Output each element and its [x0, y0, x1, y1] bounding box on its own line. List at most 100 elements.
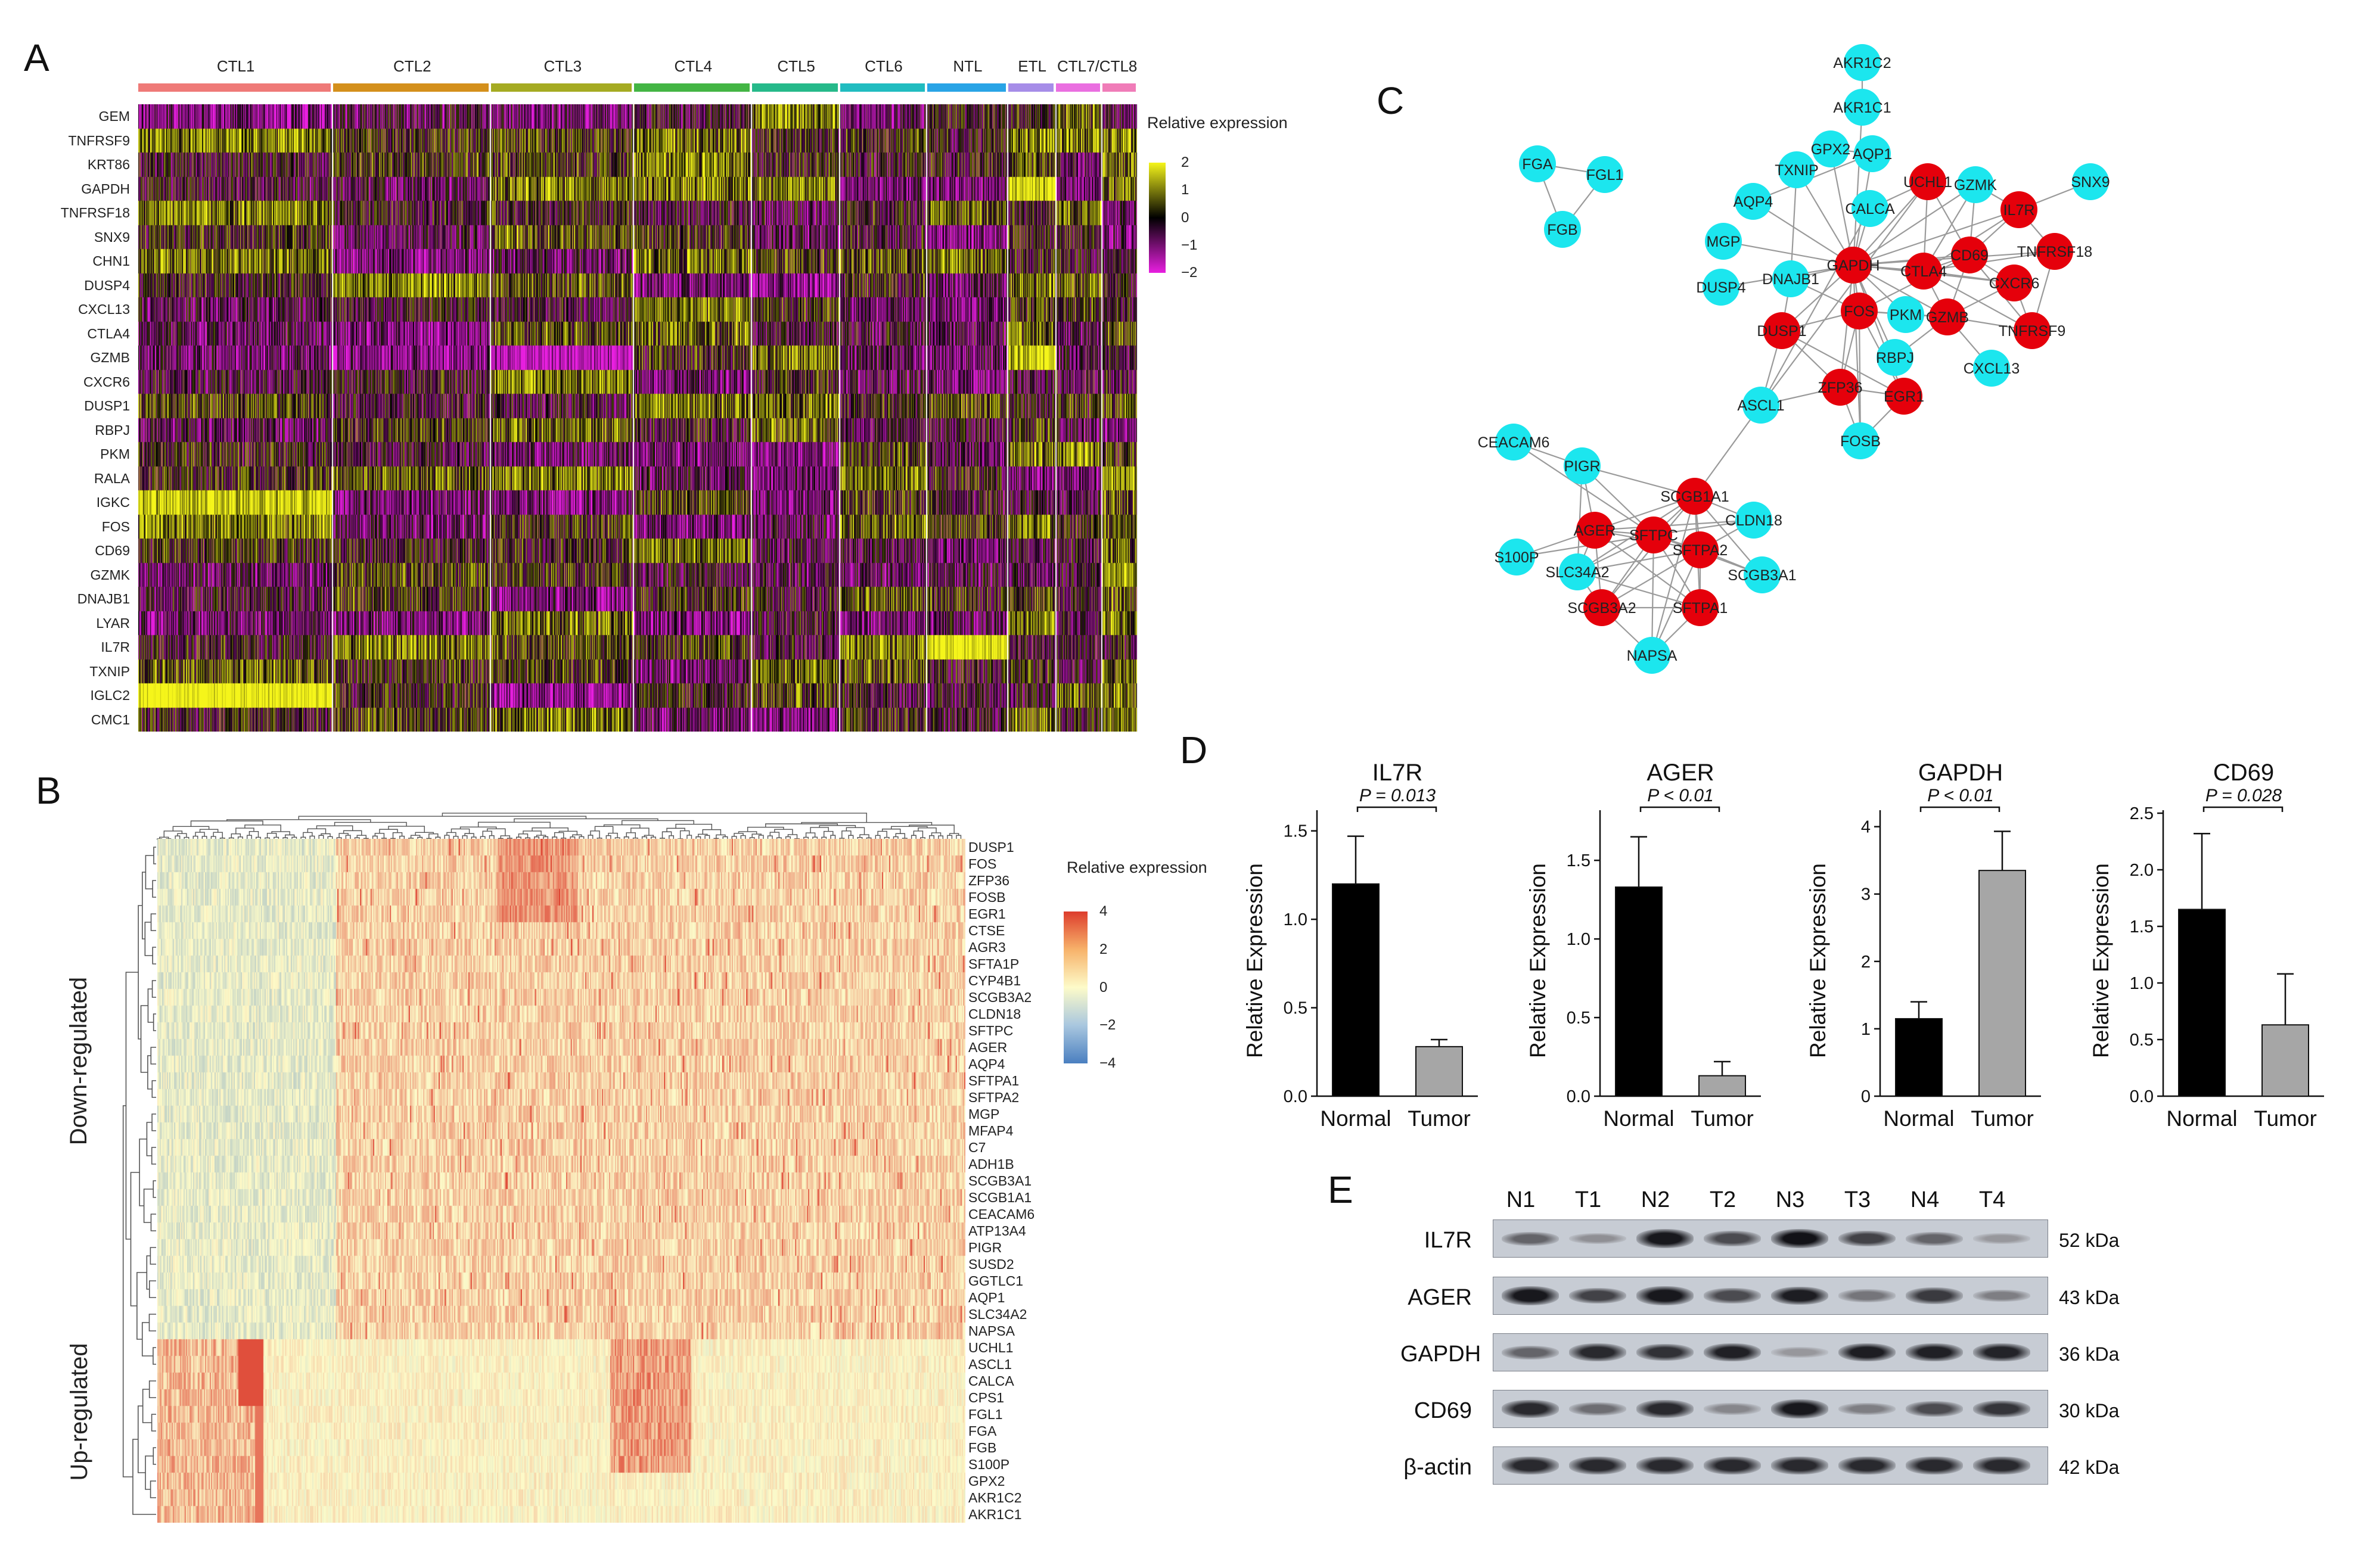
lane-label: T2 — [1709, 1187, 1736, 1212]
node-circle — [1583, 589, 1620, 626]
down-regulated-label: Down-regulated — [66, 976, 92, 1146]
protein-label: GAPDH — [1400, 1342, 1481, 1367]
node-circle — [1519, 145, 1556, 182]
dendrogram-branch — [321, 833, 331, 837]
gene-label: GAPDH — [81, 181, 130, 197]
network-edge — [1651, 549, 1701, 656]
y-axis-label: Relative Expression — [1806, 863, 1830, 1058]
blot-strip — [1493, 1390, 2048, 1428]
x-tick-label: Tumor — [1971, 1106, 2034, 1131]
network-node: AGER — [1574, 512, 1616, 549]
dendrogram-branch — [148, 1380, 156, 1398]
node-circle — [2014, 312, 2051, 349]
network-node: S100P — [1494, 539, 1539, 575]
network-node: FGB — [1544, 211, 1581, 248]
dendrogram-branch — [150, 1247, 156, 1265]
lane-label: N3 — [1775, 1187, 1805, 1212]
dendrogram-branch — [451, 828, 470, 834]
network-node: AKR1C1 — [1833, 89, 1891, 126]
network-node: SNX9 — [2071, 163, 2110, 200]
y-tick-label: 1 — [1861, 1020, 1871, 1039]
node-circle — [1887, 296, 1924, 333]
node-circle — [1744, 556, 1781, 593]
blot-band — [1771, 1229, 1828, 1248]
node-label: DUSP1 — [1757, 323, 1806, 340]
node-label: IL7R — [2003, 202, 2035, 219]
gene-label-b: SUSD2 — [968, 1256, 1014, 1272]
network-node: CXCR6 — [1989, 265, 2039, 301]
legend-b-title: Relative expression — [1067, 858, 1207, 876]
bar — [1615, 886, 1663, 1097]
node-circle — [1844, 89, 1881, 126]
dendrogram-branch — [142, 1389, 152, 1423]
dendrogram-branch — [141, 1322, 153, 1357]
node-label: SCGB3A2 — [1567, 600, 1636, 617]
gene-label: CHN1 — [92, 253, 130, 269]
dendrogram-branch — [480, 836, 486, 840]
gene-label-b: C7 — [968, 1140, 986, 1155]
node-circle — [1735, 502, 1772, 539]
network-node: CEACAM6 — [1478, 424, 1549, 461]
panel-label-b: B — [36, 769, 61, 812]
dendrogram-branch — [686, 835, 692, 840]
gene-label-b: DUSP1 — [968, 839, 1014, 855]
legend-a-tick: 2 — [1181, 154, 1189, 170]
dendrogram-branch — [231, 833, 241, 838]
cluster-color-bar — [927, 83, 1006, 92]
gene-label-b: SCGB3A1 — [968, 1173, 1032, 1189]
network-node: SFTPC — [1629, 517, 1678, 553]
gene-label-b: SLC34A2 — [968, 1306, 1027, 1322]
blot-band — [1704, 1231, 1761, 1246]
node-label: GZMK — [1954, 177, 1997, 194]
gene-label: FOS — [101, 518, 130, 534]
network-edge — [1594, 530, 1701, 608]
network-node: IL7R — [2000, 191, 2037, 228]
network-node: GAPDH — [1827, 247, 1880, 284]
node-label: FGB — [1547, 222, 1577, 238]
dendrogram-branch — [579, 836, 585, 840]
dendrogram-branch — [152, 947, 156, 965]
node-circle — [1564, 447, 1601, 484]
gene-label-b: AGR3 — [968, 939, 1006, 955]
node-circle — [1854, 135, 1891, 172]
gene-label: IGKC — [96, 494, 130, 511]
legend-a-tick: 0 — [1181, 209, 1189, 226]
x-tick-label: Tumor — [2254, 1106, 2317, 1131]
node-label: GPX2 — [1811, 141, 1851, 158]
gene-label-b: FGL1 — [968, 1407, 1003, 1422]
significance-bracket — [2202, 806, 2284, 812]
network-edge — [1760, 181, 1928, 406]
gene-label: TXNIP — [89, 663, 130, 679]
network-node: SLC34A2 — [1545, 553, 1610, 590]
node-circle — [1742, 387, 1779, 424]
dendrogram-branch — [895, 833, 905, 839]
node-label: S100P — [1494, 549, 1539, 566]
legend-a-tick: 1 — [1181, 182, 1189, 198]
lane-label: N2 — [1641, 1187, 1670, 1212]
p-value: P < 0.01 — [1647, 786, 1713, 805]
dendrogram-branch — [543, 836, 549, 840]
node-circle — [1763, 312, 1800, 349]
node-circle — [1996, 265, 2033, 301]
network-node: GZMB — [1926, 298, 1969, 335]
dendrogram-branch — [184, 836, 189, 840]
y-tick-label: 2 — [1861, 953, 1871, 972]
blot-band — [1704, 1343, 1761, 1362]
blot-band — [1771, 1347, 1828, 1358]
blot-band — [1704, 1288, 1761, 1303]
node-label: FGA — [1522, 156, 1553, 173]
cluster-color-bar — [491, 83, 632, 92]
gene-label: IL7R — [101, 639, 130, 655]
dendrogram-branch — [482, 830, 492, 837]
node-label: CTLA4 — [1900, 263, 1947, 280]
network-node: AQP1 — [1853, 135, 1892, 172]
gene-label: KRT86 — [87, 157, 130, 173]
network-node: CLDN18 — [1725, 502, 1782, 539]
dendrogram-branch — [623, 836, 629, 840]
gene-label-b: AKR1C1 — [968, 1507, 1022, 1522]
y-tick-label: 0.0 — [1567, 1087, 1590, 1106]
dendrogram-branch — [558, 830, 578, 835]
gene-label: GZMB — [90, 350, 130, 366]
network-node: GZMK — [1954, 166, 1997, 203]
